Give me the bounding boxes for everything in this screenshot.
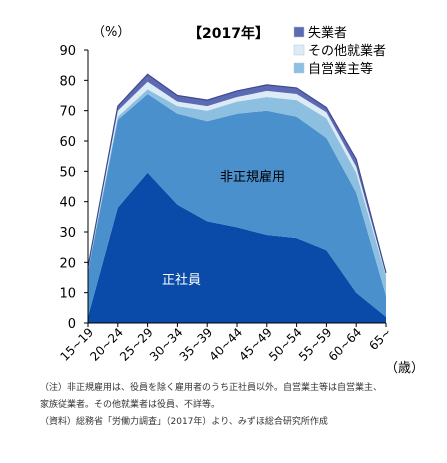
series-label-regular: 正社員 <box>162 272 201 288</box>
area-正社員 <box>88 172 386 323</box>
x-axis-unit-label: （歳） <box>385 361 424 376</box>
legend-label: 失業者 <box>308 25 347 41</box>
y-tick-label: 40 <box>59 196 76 211</box>
y-tick-label: 90 <box>59 44 76 59</box>
y-tick-label: 20 <box>59 256 76 271</box>
y-tick-label: 0 <box>68 317 76 332</box>
legend-swatch <box>293 62 305 74</box>
y-tick-label: 10 <box>59 287 76 302</box>
legend-swatch <box>293 44 305 56</box>
area-chart: 0 10 20 30 40 50 60 70 80 90 15~1920~2425~2930~34… <box>58 25 424 376</box>
stacked-areas <box>87 73 387 323</box>
y-tick-label: 60 <box>59 135 76 150</box>
x-tick-labels: 15~1920~2425~2930~3435~3940~4445~4950~54… <box>58 323 394 364</box>
footnote-line: （注）非正規雇用は、役員を除く雇用者のうち正社員以外。自営業主等は自営業主、 <box>40 383 383 393</box>
area-非正規雇用 <box>88 94 386 317</box>
y-tick-labels: 0 10 20 30 40 50 60 70 80 90 <box>59 44 88 332</box>
y-tick-label: 80 <box>59 74 76 89</box>
y-tick-label: 70 <box>59 105 76 120</box>
series-label-non-regular: 非正規雇用 <box>220 169 285 185</box>
y-tick-label: 50 <box>59 165 76 180</box>
legend-label: 自営業主等 <box>308 61 373 77</box>
legend-label: その他就業者 <box>308 43 386 59</box>
footnote-line: （資料）総務省「労働力調査」（2017年）より、みずほ総合研究所作成 <box>40 417 328 427</box>
legend-swatch <box>293 26 305 38</box>
footnotes: （注）非正規雇用は、役員を除く雇用者のうち正社員以外。自営業主等は自営業主、 家… <box>40 380 440 431</box>
footnote-line: 家族従業者。その他就業者は役員、不詳等。 <box>40 400 221 410</box>
x-tick-label: 65~ <box>366 325 394 353</box>
y-tick-label: 30 <box>59 226 76 241</box>
x-tick-label: 60~64 <box>326 325 365 364</box>
y-axis-unit-label: （%） <box>92 25 130 40</box>
stack-top-line <box>87 73 387 274</box>
chart-title: 【2017年】 <box>188 25 269 42</box>
